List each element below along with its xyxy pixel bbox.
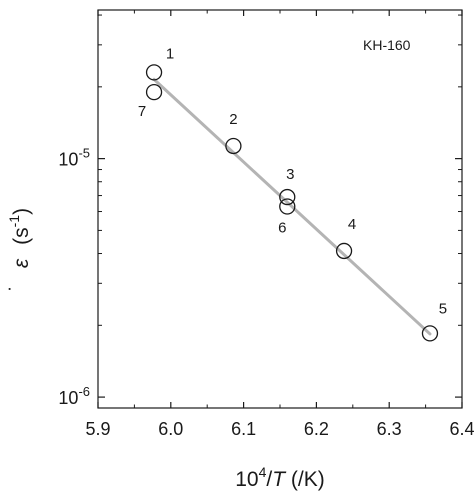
data-point-6	[279, 198, 296, 215]
data-point-3	[279, 188, 296, 206]
x-tick-label: 6.1	[231, 419, 256, 439]
data-point-7	[145, 84, 163, 101]
data-point-label-2: 2	[229, 111, 237, 128]
fit-line	[152, 77, 432, 336]
data-point-label-7: 7	[138, 103, 146, 120]
data-point-4	[335, 242, 353, 260]
data-points: 1 7 2 3 6 4 5	[138, 45, 447, 342]
x-tick-label: 5.9	[85, 419, 110, 439]
epsilon-dot-accent: ˙	[6, 285, 29, 292]
y-tick-label: 10-6	[58, 384, 90, 408]
data-point-2	[225, 137, 242, 155]
x-axis-title: 104/T (/K)	[235, 464, 325, 491]
sample-annotation: KH-160	[363, 37, 411, 53]
data-point-label-1: 1	[166, 45, 174, 62]
x-tick-label: 6.4	[449, 419, 474, 439]
x-tick-label: 6.0	[158, 419, 183, 439]
x-tick-label: 6.3	[377, 419, 402, 439]
data-point-label-3: 3	[286, 166, 294, 183]
y-tick-label: 10-5	[58, 146, 90, 170]
data-point-label-6: 6	[278, 219, 286, 236]
data-point-label-5: 5	[439, 300, 447, 317]
data-point-label-4: 4	[348, 216, 356, 233]
axis-ticks: 5.9 6.0 6.1 6.2 6.3 6.4 10-5 10-6	[58, 10, 474, 439]
x-tick-label: 6.2	[304, 419, 329, 439]
data-point-5	[421, 325, 439, 342]
data-point-1	[145, 64, 163, 81]
y-axis-title: ε(s-1) ˙	[6, 208, 33, 292]
svg-text:ε(s-1): ε(s-1)	[6, 208, 33, 268]
fit-line-group	[152, 77, 432, 336]
